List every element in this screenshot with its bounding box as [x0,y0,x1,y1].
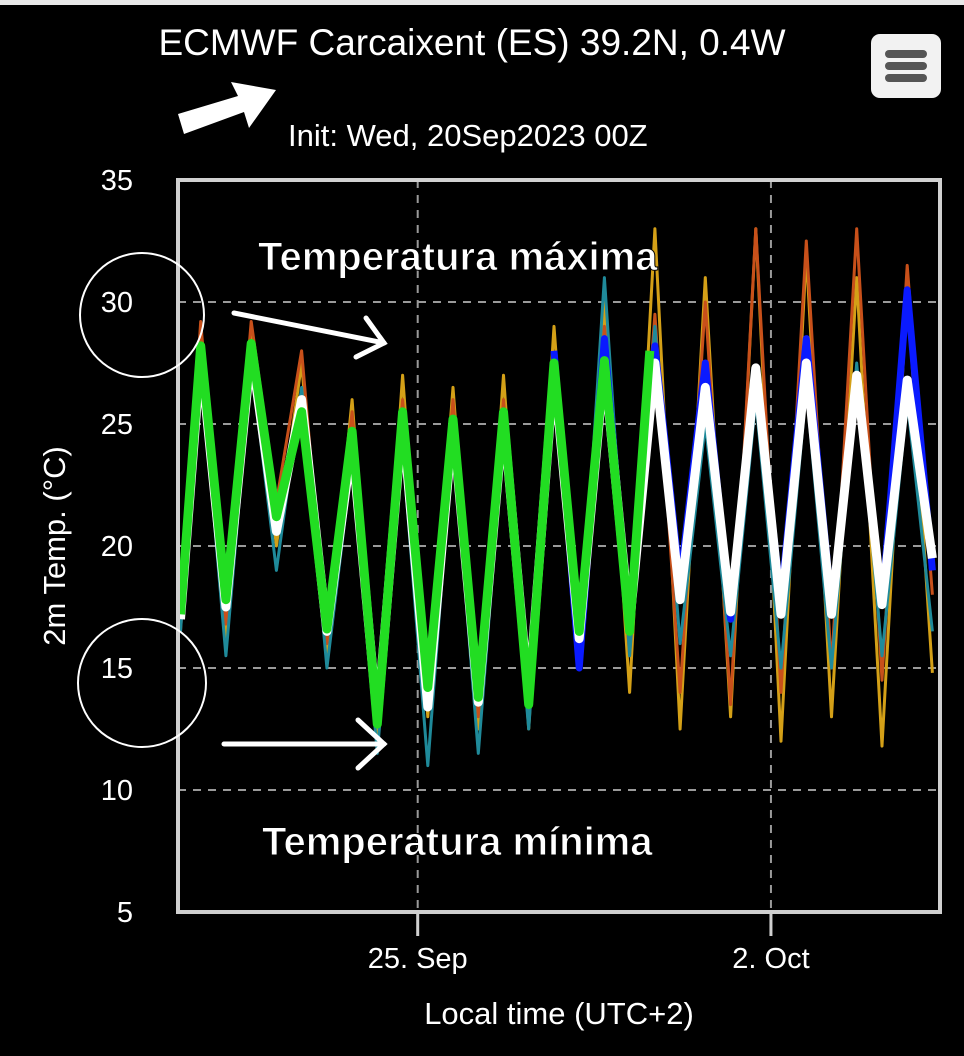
arrow-upright-icon [178,82,276,134]
x-tick-label: 2. Oct [732,943,809,975]
y-tick-label: 5 [117,897,133,929]
series-line [176,339,655,729]
annotation-min-temp: Temperatura mínima [262,820,653,864]
y-axis-label: 2m Temp. (°C) [37,446,72,646]
y-tick-labels: 35 30 25 20 15 10 5 [101,165,133,929]
plot-border [176,178,942,914]
series-lines [176,227,937,768]
y-tick-label: 30 [101,287,133,319]
highlight-circle-30 [79,252,205,378]
highlight-circle-15 [77,618,207,748]
chart-title: ECMWF Carcaixent (ES) 39.2N, 0.4W [158,22,786,63]
x-tick-label: 25. Sep [368,943,468,975]
y-tick-label: 10 [101,775,133,807]
y-tick-label: 15 [101,653,133,685]
arrow-max-icon [231,310,388,360]
hamburger-menu-icon[interactable] [871,34,941,98]
annotation-max-temp: Temperatura máxima [258,235,658,279]
arrow-min-icon [221,717,388,771]
y-tick-label: 25 [101,409,133,441]
y-tick-label: 35 [101,165,133,197]
init-subtitle: Init: Wed, 20Sep2023 00Z [288,118,648,153]
x-axis-label: Local time (UTC+2) [424,996,694,1031]
x-tick-labels: 25. Sep 2. Oct [368,912,810,975]
y-tick-label: 20 [101,531,133,563]
